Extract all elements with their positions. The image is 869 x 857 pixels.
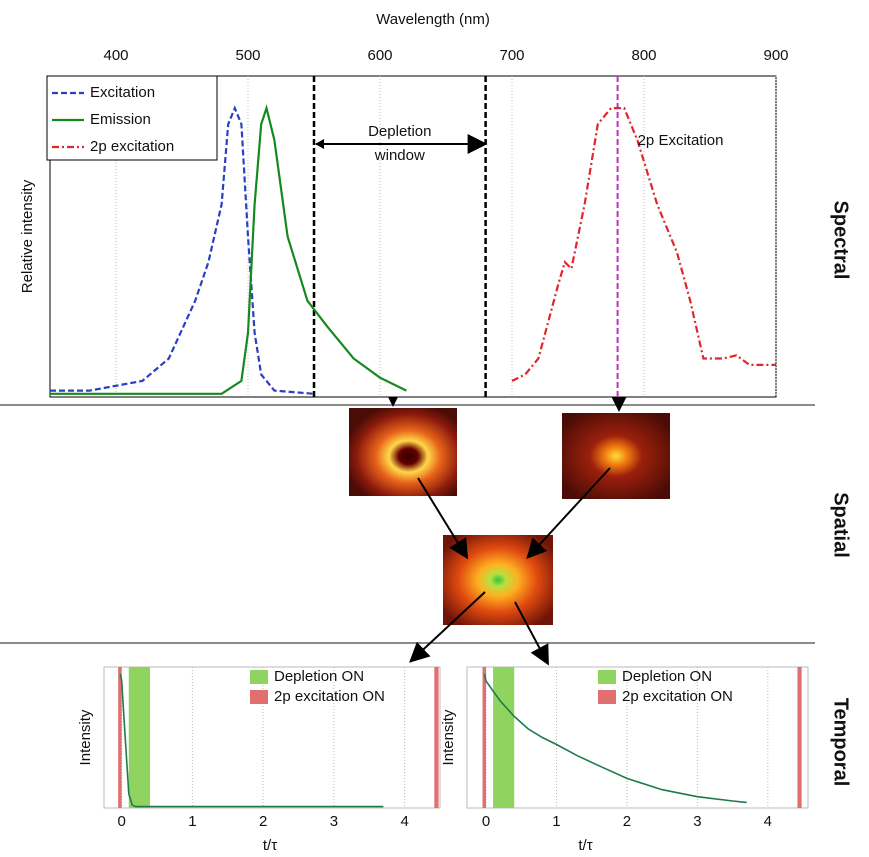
x-tick-label: 0 <box>482 813 490 830</box>
band <box>493 667 514 808</box>
x-tick-label: 4 <box>400 813 408 830</box>
legend-swatch <box>598 690 616 704</box>
x-tick-label: 3 <box>330 813 338 830</box>
plot-area <box>104 667 440 808</box>
legend-label: 2p excitation ON <box>622 688 733 705</box>
band <box>434 667 438 808</box>
x-tick-label: 1 <box>552 813 560 830</box>
x-tick-label: 400 <box>103 47 128 64</box>
legend-label: Emission <box>90 111 151 128</box>
annotation: 2p Excitation <box>638 132 724 149</box>
band <box>797 667 801 808</box>
band <box>129 667 150 808</box>
x-tick-label: 2 <box>259 813 267 830</box>
y-axis-label: Intensity <box>440 709 457 765</box>
band <box>483 667 487 808</box>
x-tick-label: 4 <box>764 813 772 830</box>
x-axis-label: Wavelength (nm) <box>376 11 490 28</box>
section-label: Spectral <box>830 201 852 280</box>
section-label: Spatial <box>830 492 852 558</box>
x-axis-label: t/τ <box>263 837 277 854</box>
legend-swatch <box>250 670 268 684</box>
legend-swatch <box>598 670 616 684</box>
legend-swatch <box>250 690 268 704</box>
y-axis-label: Intensity <box>77 709 94 765</box>
psf-image <box>349 408 457 496</box>
legend-label: 2p excitation ON <box>274 688 385 705</box>
legend-label: 2p excitation <box>90 138 174 155</box>
annotation: Depletion <box>368 123 431 140</box>
band <box>118 667 122 808</box>
section-label: Temporal <box>830 698 852 787</box>
legend-label: Excitation <box>90 84 155 101</box>
x-tick-label: 2 <box>623 813 631 830</box>
figure: Spectral Spatial Temporal 40050060070080… <box>0 0 869 857</box>
x-tick-label: 700 <box>499 47 524 64</box>
x-tick-label: 500 <box>235 47 260 64</box>
annotation: window <box>374 147 425 164</box>
x-tick-label: 800 <box>631 47 656 64</box>
psf-image <box>562 413 670 499</box>
x-tick-label: 0 <box>118 813 126 830</box>
x-tick-label: 3 <box>693 813 701 830</box>
x-axis-label: t/τ <box>578 837 592 854</box>
x-tick-label: 1 <box>188 813 196 830</box>
x-tick-label: 900 <box>763 47 788 64</box>
x-tick-label: 600 <box>367 47 392 64</box>
legend-label: Depletion ON <box>274 668 364 685</box>
y-axis-label: Relative intensity <box>19 179 36 293</box>
legend-label: Depletion ON <box>622 668 712 685</box>
